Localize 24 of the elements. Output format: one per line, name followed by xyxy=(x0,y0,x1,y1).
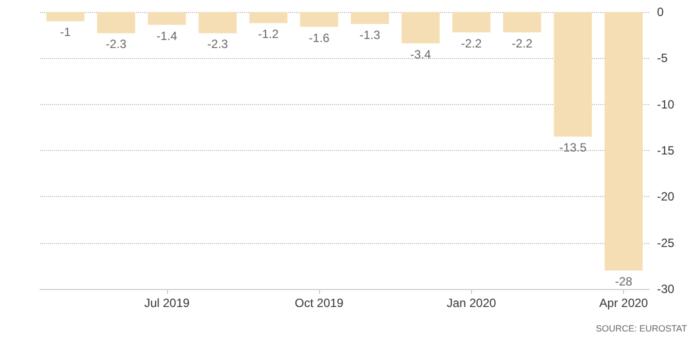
data-label: -1 xyxy=(60,25,72,40)
y-tick-label: -10 xyxy=(657,97,675,112)
y-tick-label: -20 xyxy=(657,190,675,204)
x-tick-label: Apr 2020 xyxy=(599,296,648,310)
data-label: -2.3 xyxy=(207,37,228,52)
x-tick-label: Jan 2020 xyxy=(446,296,496,310)
y-tick-label: -30 xyxy=(657,282,675,296)
data-label: -2.3 xyxy=(106,37,127,52)
data-label: -1.4 xyxy=(156,28,178,43)
data-label: -2.2 xyxy=(512,36,533,50)
x-tick-label: Jul 2019 xyxy=(144,296,190,310)
y-tick-label: -15 xyxy=(657,144,675,158)
data-label: -1.6 xyxy=(308,30,330,45)
data-label: -1.2 xyxy=(258,27,280,42)
source-note: SOURCE: EUROSTAT xyxy=(596,324,688,334)
data-label: -2.2 xyxy=(461,36,482,50)
data-label: -13.5 xyxy=(559,140,587,155)
y-tick-label: -25 xyxy=(657,236,675,250)
data-label: -1.3 xyxy=(360,28,381,42)
data-label: -3.4 xyxy=(410,47,432,62)
y-tick-label: 0 xyxy=(657,5,664,19)
data-label: -28 xyxy=(614,274,633,289)
y-tick-label: -5 xyxy=(657,51,668,66)
x-tick-label: Oct 2019 xyxy=(294,296,344,310)
